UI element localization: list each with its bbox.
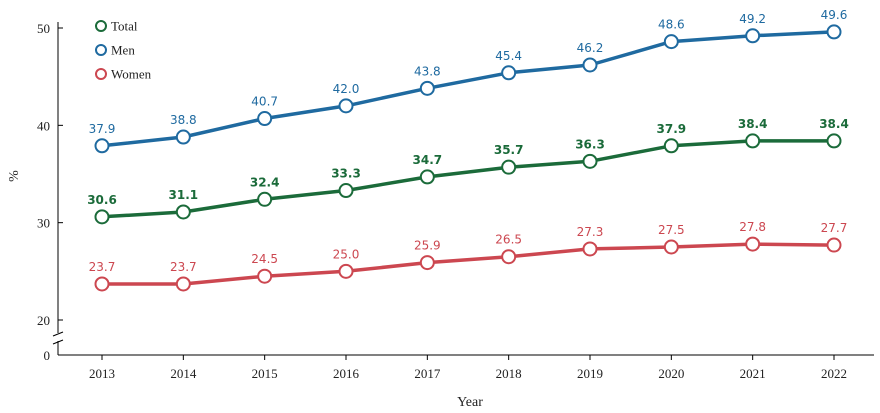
data-label-total: 30.6 <box>87 193 117 207</box>
data-label-total: 36.3 <box>575 137 605 151</box>
data-point-women <box>745 236 761 252</box>
data-label-women: 25.9 <box>414 239 441 253</box>
axes: 0 20 30 40 50 2013 2014 2015 2016 2017 2018 2019 202… <box>37 21 874 381</box>
series-men: 37.9 38.8 40.7 42.0 43.8 45.4 46.2 48.6 49.2 49.6 <box>89 8 848 154</box>
data-label-women: 23.7 <box>170 260 197 274</box>
y-tick-label: 50 <box>37 21 50 36</box>
series-layer: 30.6 31.1 32.4 33.3 34.7 35.7 36.3 37.9 38.4 38.4… <box>87 8 849 292</box>
data-label-total: 31.1 <box>169 188 199 202</box>
x-tick-label: 2017 <box>414 366 441 381</box>
y-tick-label: 0 <box>44 348 51 363</box>
series-total: 30.6 31.1 32.4 33.3 34.7 35.7 36.3 37.9 38.4 38.4 <box>87 117 849 225</box>
data-label-men: 49.2 <box>739 12 766 26</box>
data-point-men <box>582 57 598 73</box>
data-label-men: 40.7 <box>251 95 278 109</box>
data-label-women: 24.5 <box>251 252 278 266</box>
x-tick-label: 2021 <box>740 366 766 381</box>
x-tick-label: 2013 <box>89 366 115 381</box>
data-label-men: 37.9 <box>89 122 116 136</box>
y-axis-title: % <box>7 170 22 182</box>
x-tick-label: 2022 <box>821 366 847 381</box>
data-label-women: 27.5 <box>658 223 685 237</box>
data-point-total <box>582 153 598 169</box>
y-tick-label: 40 <box>37 118 50 133</box>
data-label-women: 27.7 <box>821 221 848 235</box>
data-label-men: 46.2 <box>577 41 604 55</box>
data-label-men: 38.8 <box>170 113 197 127</box>
legend-item-men: Men <box>95 43 135 58</box>
data-label-women: 27.8 <box>739 220 766 234</box>
legend-marker-total <box>95 20 107 32</box>
data-point-men <box>663 34 679 50</box>
series-line-total <box>101 139 834 219</box>
data-point-women <box>338 263 354 279</box>
x-tick-label: 2015 <box>252 366 278 381</box>
data-label-men: 45.4 <box>495 49 522 63</box>
data-point-total <box>257 191 273 207</box>
legend-label-total: Total <box>111 19 138 34</box>
data-point-total <box>175 204 191 220</box>
data-point-women <box>501 249 517 265</box>
legend-item-women: Women <box>95 67 152 82</box>
data-point-total <box>745 133 761 149</box>
data-label-total: 33.3 <box>331 167 361 181</box>
series-line-women <box>102 242 835 286</box>
x-tick-label: 2016 <box>333 366 360 381</box>
x-tick-label: 2019 <box>577 366 603 381</box>
data-point-women <box>257 268 273 284</box>
data-label-women: 23.7 <box>89 260 116 274</box>
data-label-total: 38.4 <box>738 117 768 131</box>
x-axis-title: Year <box>457 395 483 410</box>
data-point-men <box>501 65 517 81</box>
data-label-men: 42.0 <box>333 82 360 96</box>
data-point-men <box>338 98 354 114</box>
data-label-total: 37.9 <box>657 122 687 136</box>
data-point-women <box>826 237 842 253</box>
data-label-men: 48.6 <box>658 18 685 32</box>
data-point-total <box>94 209 110 225</box>
data-point-men <box>826 24 842 40</box>
data-point-women <box>582 241 598 257</box>
y-tick-label: 20 <box>37 313 50 328</box>
axis-break-mark <box>52 331 64 337</box>
data-label-men: 43.8 <box>414 64 441 78</box>
data-point-total <box>419 169 435 185</box>
data-label-total: 35.7 <box>494 143 524 157</box>
axis-break-mark <box>52 339 64 345</box>
data-point-total <box>338 183 354 199</box>
series-women: 23.7 23.7 24.5 25.0 25.9 26.5 27.3 27.5 27.8 27.7 <box>89 220 848 292</box>
data-point-women <box>175 276 191 292</box>
data-point-women <box>94 276 110 292</box>
data-point-men <box>745 28 761 44</box>
legend-label-women: Women <box>111 67 152 82</box>
data-point-total <box>663 138 679 154</box>
data-point-total <box>826 133 842 149</box>
data-point-women <box>663 239 679 255</box>
x-tick-label: 2018 <box>496 366 522 381</box>
legend-label-men: Men <box>111 43 135 58</box>
data-label-women: 27.3 <box>577 225 604 239</box>
legend: Total Men Women <box>95 19 152 82</box>
data-label-men: 49.6 <box>821 8 848 22</box>
data-label-women: 26.5 <box>495 233 522 247</box>
y-tick-label: 30 <box>37 216 50 231</box>
data-point-men <box>257 111 273 127</box>
data-label-total: 38.4 <box>819 117 849 131</box>
x-tick-label: 2014 <box>170 366 197 381</box>
data-point-women <box>419 255 435 271</box>
data-point-men <box>419 80 435 96</box>
data-point-men <box>175 129 191 145</box>
legend-marker-men <box>95 44 107 56</box>
data-point-men <box>94 138 110 154</box>
legend-item-total: Total <box>95 19 138 34</box>
data-label-women: 25.0 <box>333 247 360 261</box>
data-point-total <box>501 159 517 175</box>
legend-marker-women <box>95 68 107 80</box>
series-line-men <box>101 30 835 148</box>
x-tick-label: 2020 <box>658 366 684 381</box>
data-label-total: 34.7 <box>413 153 443 167</box>
data-label-total: 32.4 <box>250 175 280 189</box>
